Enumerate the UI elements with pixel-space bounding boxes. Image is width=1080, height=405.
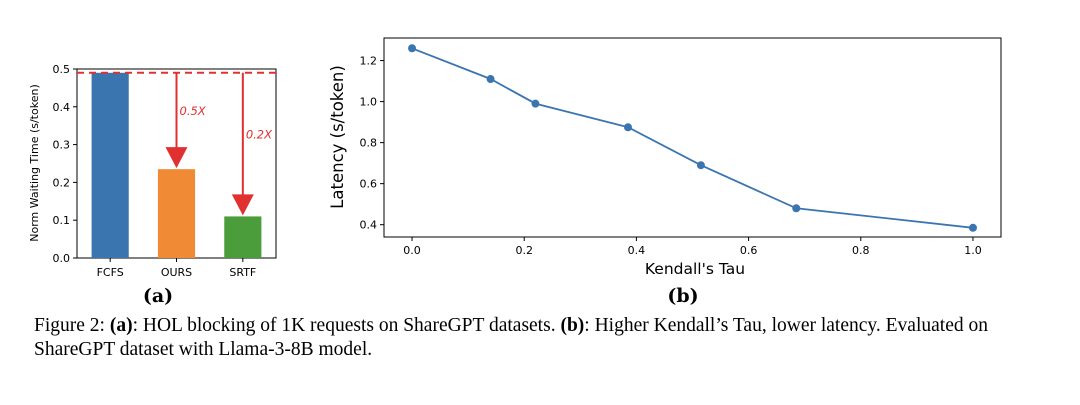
- line-chart-x-tick-label: 0.4: [628, 244, 646, 257]
- line-chart-x-tick-label: 0.0: [403, 244, 421, 257]
- bar-srtf: [224, 216, 262, 258]
- bar-ours: [157, 169, 196, 258]
- line-chart-x-ticks: 0.0 0.2 0.4 0.6 0.8 1.0: [403, 237, 982, 257]
- bar-chart-y-ticks: 0.0 0.1 0.2 0.3 0.4 0.5: [53, 63, 77, 265]
- figure-caption: Figure 2: (a): HOL blocking of 1K reques…: [34, 314, 1054, 362]
- line-chart-x-tick-label: 0.8: [852, 244, 870, 257]
- line-chart-panel: 0.4 0.6 0.8 1.0 1.2 0.0 0.2 0.4 0.6 0.8 1.0 Kenda…: [328, 37, 1002, 307]
- caption-prefix: Figure 2:: [34, 315, 110, 336]
- latency-data-point: [792, 204, 801, 213]
- bar-chart-y-tick-label: 0.4: [53, 101, 71, 114]
- caption-b-label: (b): [560, 315, 585, 336]
- bar-chart-y-tick-label: 0.0: [53, 252, 71, 265]
- line-chart-y-label: Latency (s/token): [328, 65, 347, 209]
- caption-a-label: (a): [109, 315, 133, 336]
- line-chart-frame: [383, 37, 1002, 238]
- latency-data-point: [623, 123, 632, 132]
- line-chart-x-tick-label: 0.2: [515, 244, 533, 257]
- bar-chart-panel: 0.0 0.1 0.2 0.3 0.4 0.5 FCFS OURS SRTF 0.5X 0.2X…: [28, 63, 277, 307]
- panel-a-label: (a): [143, 285, 173, 307]
- line-chart-y-tick-label: 1.0: [360, 96, 378, 109]
- latency-data-point: [531, 99, 540, 108]
- reduction-label: 0.5X: [180, 104, 207, 118]
- reduction-label: 0.2X: [246, 128, 273, 142]
- line-chart-x-tick-label: 1.0: [964, 244, 982, 257]
- bar-chart-y-tick-label: 0.5: [53, 63, 71, 76]
- bar-chart-y-label: Norm Waiting Time (s/token): [28, 84, 41, 242]
- reduction-arrow-head: [231, 194, 254, 216]
- bar-chart-x-tick-label: FCFS: [97, 266, 124, 279]
- bar-chart-x-ticks: FCFS OURS SRTF: [97, 258, 256, 279]
- line-chart-y-tick-label: 0.6: [360, 178, 378, 191]
- reduction-arrows: 0.5X 0.2X: [165, 72, 273, 216]
- line-chart-x-label: Kendall's Tau: [645, 260, 745, 278]
- reduction-arrow-head: [165, 147, 188, 169]
- line-chart-y-tick-label: 0.8: [360, 137, 378, 150]
- bar-chart-x-tick-label: OURS: [161, 266, 192, 279]
- bar-chart-y-tick-label: 0.2: [53, 176, 71, 189]
- caption-a-text: : HOL blocking of 1K requests on ShareGP…: [132, 315, 561, 336]
- line-chart-x-tick-label: 0.6: [740, 244, 758, 257]
- latency-data-point: [408, 44, 417, 53]
- bar-chart-bars: [91, 72, 262, 258]
- bar-chart-x-tick-label: SRTF: [229, 266, 256, 279]
- line-chart-y-tick-label: 1.2: [360, 55, 378, 68]
- figure-canvas: 0.0 0.1 0.2 0.3 0.4 0.5 FCFS OURS SRTF 0.5X 0.2X…: [28, 37, 1002, 307]
- bar-chart-y-tick-label: 0.1: [53, 214, 71, 227]
- latency-series-line: [411, 47, 974, 229]
- panel-b-label: (b): [667, 285, 698, 307]
- bar-chart-y-tick-label: 0.3: [53, 139, 71, 152]
- caption-b-text: : Higher Kendall’s Tau, lower latency. E…: [34, 315, 988, 360]
- line-chart-y-tick-label: 0.4: [360, 219, 378, 232]
- latency-series-points: [408, 44, 977, 232]
- bar-fcfs: [91, 72, 129, 258]
- line-chart-y-ticks: 0.4 0.6 0.8 1.0 1.2: [360, 55, 384, 232]
- latency-data-point: [968, 223, 977, 232]
- latency-data-point: [486, 75, 495, 84]
- latency-data-point: [696, 161, 705, 170]
